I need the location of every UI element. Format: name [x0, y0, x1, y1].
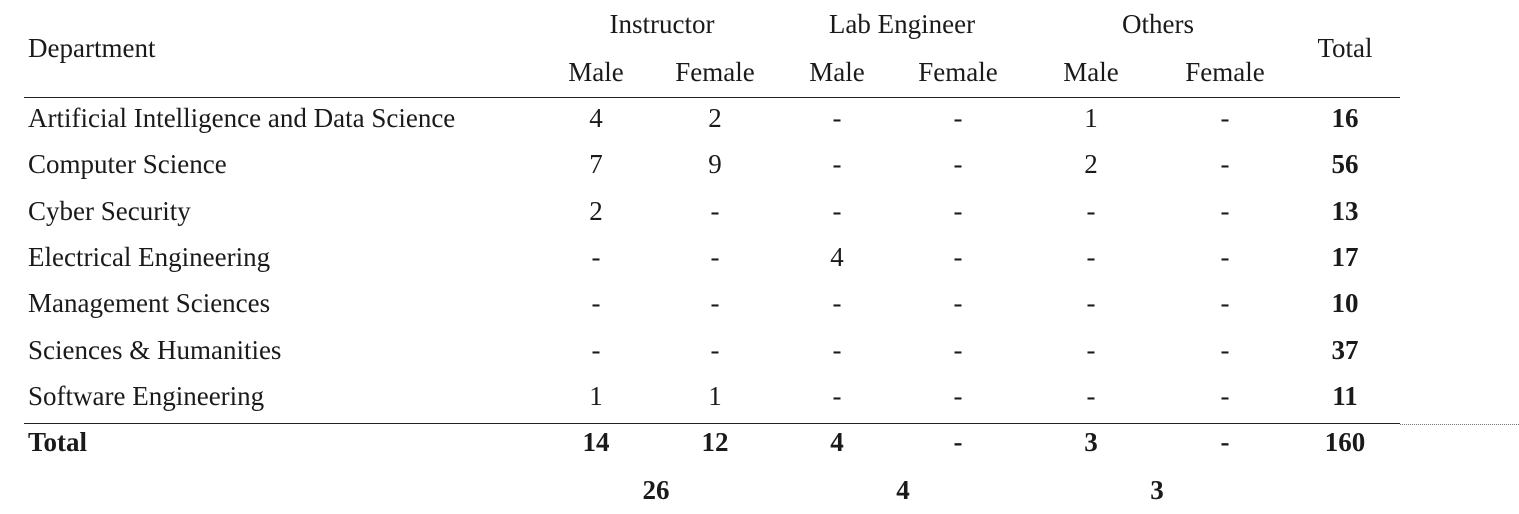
- cell-others-female: -: [1220, 334, 1230, 365]
- group-total-instructor: 26: [642, 475, 670, 505]
- grand-total: 160: [1324, 427, 1366, 457]
- header-rule: [24, 97, 1400, 98]
- department-name: Sciences & Humanities: [28, 334, 282, 365]
- department-name: Artificial Intelligence and Data Science: [28, 103, 456, 133]
- cell-others-male: 2: [1084, 149, 1098, 180]
- cell-instructor-male: -: [591, 241, 601, 272]
- department-name: Cyber Security: [28, 195, 191, 226]
- subheader-instructor-female: Female: [675, 57, 755, 87]
- cell-lab-engineer-female: -: [953, 380, 963, 411]
- department-name: Management Sciences: [28, 288, 271, 319]
- cell-others-male: -: [1086, 195, 1096, 226]
- cell-others-female: -: [1220, 149, 1230, 180]
- row-total: 10: [1331, 288, 1359, 319]
- cell-instructor-female: -: [710, 195, 720, 226]
- cell-instructor-female: 2: [708, 103, 722, 133]
- row-total: 56: [1331, 149, 1359, 180]
- cell-instructor-female: -: [710, 334, 720, 365]
- cell-instructor-male: 4: [589, 103, 603, 133]
- total-row-label: Total: [28, 427, 88, 457]
- cell-lab-engineer-female: -: [953, 195, 963, 226]
- cell-others-male: -: [1086, 241, 1096, 272]
- total-others-male: 3: [1084, 427, 1098, 457]
- cell-instructor-male: -: [591, 288, 601, 319]
- cell-lab-engineer-male: -: [832, 195, 842, 226]
- cell-instructor-female: 1: [708, 380, 722, 411]
- cell-lab-engineer-male: -: [832, 103, 842, 133]
- department-header: Department: [28, 33, 156, 63]
- subheader-others-male: Male: [1063, 57, 1119, 87]
- department-name: Electrical Engineering: [28, 241, 271, 272]
- cell-others-male: -: [1086, 380, 1096, 411]
- subheader-instructor-male: Male: [568, 57, 624, 87]
- cell-lab-engineer-female: -: [953, 288, 963, 319]
- cell-lab-engineer-male: -: [832, 380, 842, 411]
- row-total: 11: [1332, 380, 1358, 411]
- cell-others-female: -: [1220, 288, 1230, 319]
- cell-others-female: -: [1220, 380, 1230, 411]
- total-instructor-male: 14: [582, 427, 610, 457]
- row-total: 17: [1331, 241, 1359, 272]
- cell-lab-engineer-male: -: [832, 334, 842, 365]
- cell-lab-engineer-female: -: [953, 149, 963, 180]
- cell-instructor-female: -: [710, 288, 720, 319]
- cell-others-male: -: [1086, 334, 1096, 365]
- cell-lab-engineer-female: -: [953, 241, 963, 272]
- group-header-others: Others: [1122, 9, 1194, 39]
- cell-lab-engineer-female: -: [953, 334, 963, 365]
- subheader-lab-engineer-male: Male: [809, 57, 865, 87]
- subheader-lab-engineer-female: Female: [918, 57, 998, 87]
- total-lab-engineer-female: -: [953, 427, 963, 457]
- cell-lab-engineer-male: -: [832, 149, 842, 180]
- group-header-instructor: Instructor: [609, 9, 715, 39]
- total-others-female: -: [1220, 427, 1230, 457]
- group-header-lab-engineer: Lab Engineer: [828, 9, 976, 39]
- subheader-others-female: Female: [1185, 57, 1265, 87]
- cell-instructor-male: 2: [589, 195, 603, 226]
- cell-others-female: -: [1220, 103, 1230, 133]
- cell-lab-engineer-male: -: [832, 288, 842, 319]
- total-lab-engineer-male: 4: [830, 427, 844, 457]
- row-total: 37: [1331, 334, 1359, 365]
- cell-instructor-male: 1: [589, 380, 603, 411]
- cell-lab-engineer-male: 4: [830, 241, 844, 272]
- total-rule: [24, 423, 1400, 424]
- cell-instructor-female: 9: [708, 149, 722, 180]
- dotted-rule-extension: [1400, 424, 1519, 425]
- cell-others-male: 1: [1084, 103, 1098, 133]
- cell-lab-engineer-female: -: [953, 103, 963, 133]
- group-total-lab-engineer: 4: [896, 475, 910, 505]
- cell-instructor-male: 7: [589, 149, 603, 180]
- row-total: 13: [1331, 195, 1359, 226]
- group-total-others: 3: [1150, 475, 1164, 505]
- total-instructor-female: 12: [701, 427, 729, 457]
- department-name: Computer Science: [28, 149, 227, 180]
- cell-instructor-female: -: [710, 241, 720, 272]
- total-header: Total: [1317, 33, 1373, 63]
- department-name: Software Engineering: [28, 380, 265, 411]
- cell-others-female: -: [1220, 241, 1230, 272]
- cell-others-male: -: [1086, 288, 1096, 319]
- row-total: 16: [1331, 103, 1359, 133]
- cell-instructor-male: -: [591, 334, 601, 365]
- cell-others-female: -: [1220, 195, 1230, 226]
